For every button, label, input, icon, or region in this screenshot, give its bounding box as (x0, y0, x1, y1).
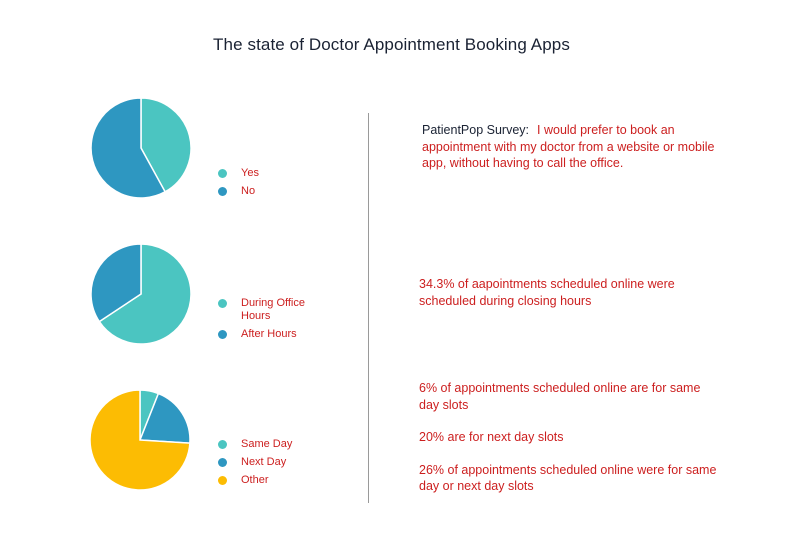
pie-slice-yes (140, 97, 192, 193)
legend-label: During Office Hours (241, 297, 305, 322)
survey-note: PatientPop Survey: I would prefer to book… (422, 122, 722, 172)
legend-item-same-day: Same Day (218, 438, 292, 451)
legend-item-during-office-hours: During Office Hours (218, 297, 328, 323)
survey-quote: I would prefer to book an appointment wi… (422, 123, 715, 170)
legend-label: Yes (241, 167, 259, 179)
pie-chart-booking-preference (90, 97, 192, 199)
pie-chart-scheduling-hours (90, 243, 192, 345)
legend-item-after-hours: After Hours (218, 328, 328, 341)
pie-slice-during-office-hours (98, 243, 192, 345)
legend-swatch (218, 458, 227, 467)
legend-label: Other (241, 474, 269, 486)
vertical-divider (368, 113, 369, 503)
legend-label: No (241, 185, 256, 197)
legend-swatch (218, 440, 227, 449)
after-hours-text: 34.3% of aapointments scheduled online w… (419, 277, 675, 308)
legend-slot-timing: Same Day Next Day Other (218, 438, 292, 492)
legend-label: Same Day (241, 438, 293, 450)
legend-item-yes: Yes (218, 167, 259, 180)
pie-slice-next-day (138, 392, 191, 444)
after-hours-note: 34.3% of aapointments scheduled online w… (419, 276, 719, 325)
legend-item-other: Other (218, 474, 292, 487)
pie-slice-other (89, 389, 191, 491)
legend-swatch (218, 187, 227, 196)
legend-item-next-day: Next Day (218, 456, 292, 469)
pie-slice-after-hours (90, 243, 142, 323)
legend-item-no: No (218, 185, 259, 198)
pie-chart-slot-timing (89, 389, 191, 491)
same-day-text: 6% of appointments scheduled online are … (419, 381, 701, 412)
legend-label: Next Day (241, 456, 287, 468)
legend-swatch (218, 476, 227, 485)
legend-swatch (218, 169, 227, 178)
legend-swatch (218, 299, 227, 308)
legend-swatch (218, 330, 227, 339)
legend-label: After Hours (241, 328, 297, 340)
combined-text: 26% of appointments scheduled online wer… (419, 462, 717, 494)
pie-slice-no (90, 97, 167, 199)
survey-source: PatientPop Survey: (422, 123, 530, 137)
page-title: The state of Doctor Appointment Booking … (213, 35, 570, 54)
legend-scheduling-hours: During Office Hours After Hours (218, 297, 328, 346)
next-day-text: 20% are for next day slots (419, 430, 564, 444)
legend-booking-preference: Yes No (218, 167, 259, 203)
slot-notes: 6% of appointments scheduled online are … (419, 380, 719, 511)
